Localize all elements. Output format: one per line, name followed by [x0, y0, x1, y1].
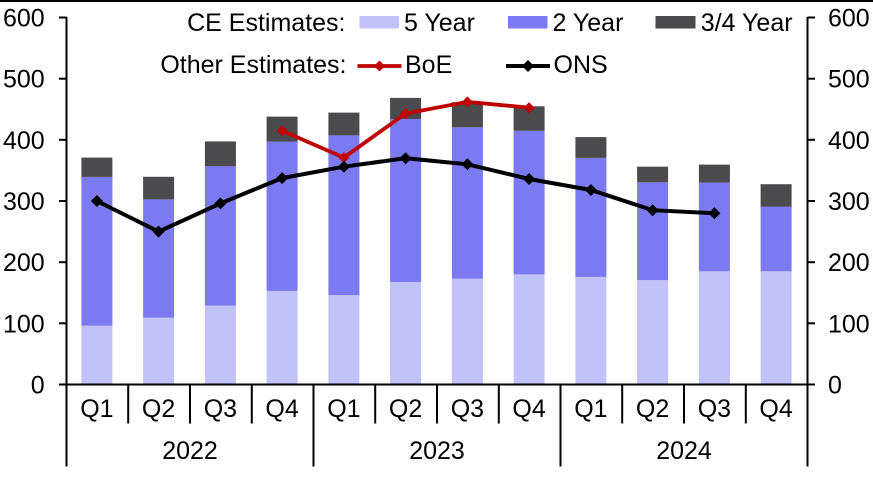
svg-text:Q2: Q2	[142, 395, 175, 423]
svg-text:300: 300	[3, 188, 45, 216]
svg-text:600: 600	[828, 5, 870, 33]
svg-text:Q3: Q3	[451, 395, 484, 423]
svg-text:ONS: ONS	[554, 51, 608, 79]
svg-text:Q1: Q1	[80, 395, 113, 423]
svg-text:Q4: Q4	[265, 395, 298, 423]
svg-text:Q3: Q3	[698, 395, 731, 423]
svg-text:400: 400	[828, 127, 870, 155]
svg-text:100: 100	[3, 310, 45, 338]
svg-text:BoE: BoE	[405, 51, 452, 79]
svg-text:2022: 2022	[162, 437, 218, 465]
svg-text:5 Year: 5 Year	[404, 9, 475, 37]
svg-text:Other Estimates:: Other Estimates:	[160, 51, 346, 79]
svg-text:200: 200	[828, 249, 870, 277]
svg-text:300: 300	[828, 188, 870, 216]
svg-text:0: 0	[828, 372, 842, 400]
svg-text:600: 600	[3, 5, 45, 33]
svg-text:Q2: Q2	[389, 395, 422, 423]
svg-text:0: 0	[31, 372, 45, 400]
svg-text:Q4: Q4	[512, 395, 545, 423]
svg-text:Q1: Q1	[327, 395, 360, 423]
svg-text:Q3: Q3	[204, 395, 237, 423]
svg-text:500: 500	[3, 66, 45, 94]
svg-text:2 Year: 2 Year	[553, 9, 624, 37]
svg-text:Q2: Q2	[636, 395, 669, 423]
svg-text:100: 100	[828, 310, 870, 338]
svg-text:Q1: Q1	[574, 395, 607, 423]
svg-text:Q4: Q4	[759, 395, 792, 423]
svg-text:400: 400	[3, 127, 45, 155]
svg-text:3/4 Year: 3/4 Year	[701, 9, 793, 37]
svg-text:200: 200	[3, 249, 45, 277]
svg-text:2024: 2024	[656, 437, 712, 465]
svg-text:2023: 2023	[409, 437, 465, 465]
svg-text:500: 500	[828, 66, 870, 94]
svg-text:CE Estimates:: CE Estimates:	[187, 9, 345, 37]
